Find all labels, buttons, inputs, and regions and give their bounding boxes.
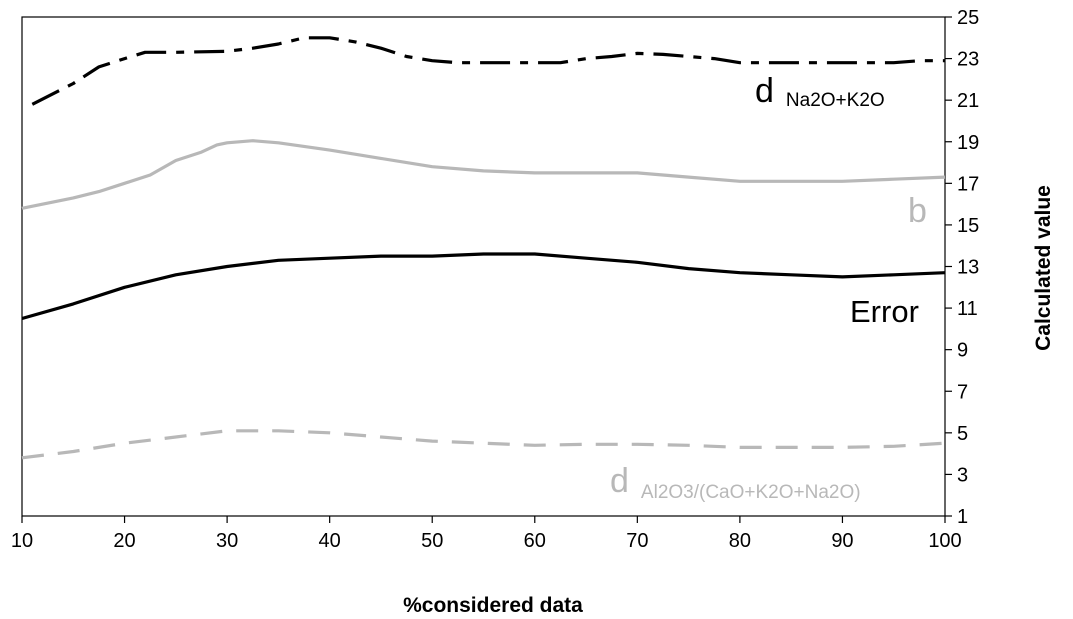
series-layer xyxy=(21,36,946,460)
x-tick-label: 40 xyxy=(319,530,341,552)
x-tick-label: 30 xyxy=(216,530,238,552)
y-tick-label: 17 xyxy=(957,173,979,195)
y-tick-label: 23 xyxy=(957,49,979,71)
series-label-main: d xyxy=(755,72,774,110)
y-tick-label: 5 xyxy=(957,423,968,445)
y-axis-title: Calculated value xyxy=(1032,185,1055,351)
x-tick-label: 90 xyxy=(831,530,853,552)
series-line-d-na2o-k2o xyxy=(31,36,945,106)
x-tick-label: 60 xyxy=(524,530,546,552)
x-tick-label: 100 xyxy=(928,530,961,552)
y-tick-label: 21 xyxy=(957,90,979,112)
series-label-b: b xyxy=(908,192,927,230)
x-tick-label: 50 xyxy=(421,530,443,552)
x-tick-label: 80 xyxy=(729,530,751,552)
y-tick-label: 13 xyxy=(957,257,979,279)
y-tick-label: 19 xyxy=(957,132,979,154)
series-label-d-al2o3: d Al2O3/(CaO+K2O+Na2O) xyxy=(610,462,861,503)
y-tick-label: 25 xyxy=(957,7,979,29)
series-label-error: Error xyxy=(850,294,919,329)
ticks-layer: 10 20 30 40 50 60 70 80 90 1001357911131517192123… xyxy=(11,7,979,552)
series-line-b xyxy=(21,139,946,210)
x-tick-label: 70 xyxy=(626,530,648,552)
series-label-sub: Na2O+K2O xyxy=(786,90,885,111)
x-tick-label: 20 xyxy=(113,530,135,552)
series-label-sub: Al2O3/(CaO+K2O+Na2O) xyxy=(641,482,861,503)
series-label-d-na2o-k2o: d Na2O+K2O xyxy=(755,72,885,111)
series-label-main: d xyxy=(610,462,629,500)
x-tick-label: 10 xyxy=(11,530,33,552)
y-tick-label: 15 xyxy=(957,215,979,237)
y-tick-label: 1 xyxy=(957,506,968,528)
y-tick-label: 7 xyxy=(957,381,968,403)
series-labels: d Na2O+K2O b Error d Al2O3/(CaO+K2O+Na2O) xyxy=(610,72,927,503)
y-tick-label: 11 xyxy=(957,298,978,320)
series-line-d-al2o3-cao-k2o-na2o xyxy=(21,429,946,460)
series-line-error xyxy=(21,252,946,321)
x-axis-title: %considered data xyxy=(403,594,583,617)
y-tick-label: 3 xyxy=(957,464,968,486)
y-tick-label: 9 xyxy=(957,340,968,362)
